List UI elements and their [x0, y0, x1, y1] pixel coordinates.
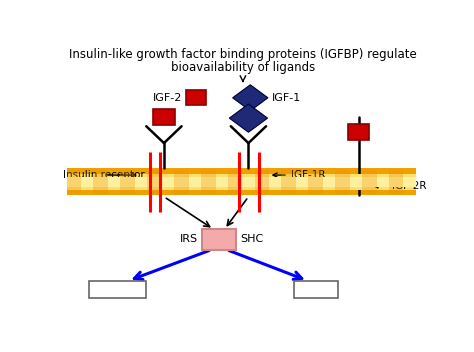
- Bar: [186, 90, 206, 105]
- Bar: [153, 109, 174, 125]
- Text: IGF-1R: IGF-1R: [273, 170, 325, 180]
- Text: IRS: IRS: [180, 234, 198, 244]
- Bar: [282, 170, 296, 194]
- Bar: [389, 170, 403, 194]
- Bar: [308, 170, 323, 194]
- Bar: [255, 170, 269, 194]
- Bar: [348, 124, 369, 140]
- Polygon shape: [233, 85, 268, 111]
- Bar: [294, 281, 338, 298]
- Bar: [89, 281, 146, 298]
- Polygon shape: [229, 104, 267, 132]
- Text: bioavailability of ligands: bioavailability of ligands: [171, 62, 315, 75]
- Bar: [147, 170, 162, 194]
- Bar: [66, 177, 416, 187]
- Bar: [362, 170, 377, 194]
- Bar: [228, 170, 242, 194]
- Text: Insulin-like growth factor binding proteins (IGFBP) regulate: Insulin-like growth factor binding prote…: [69, 48, 417, 61]
- Text: SHC: SHC: [240, 234, 264, 244]
- Text: Insulin receptor: Insulin receptor: [63, 170, 145, 180]
- Bar: [201, 170, 216, 194]
- Bar: [174, 170, 189, 194]
- Text: IGF-1: IGF-1: [272, 93, 301, 103]
- Text: IGF-2R: IGF-2R: [374, 181, 426, 191]
- Bar: [66, 168, 416, 195]
- Bar: [120, 170, 135, 194]
- Text: IGF-2: IGF-2: [153, 93, 182, 103]
- Bar: [66, 170, 82, 194]
- Text: MAPK: MAPK: [300, 283, 333, 296]
- Bar: [93, 170, 108, 194]
- Bar: [335, 170, 350, 194]
- Bar: [66, 174, 416, 190]
- Bar: [201, 229, 237, 250]
- Text: PI3K/Akt: PI3K/Akt: [92, 283, 142, 296]
